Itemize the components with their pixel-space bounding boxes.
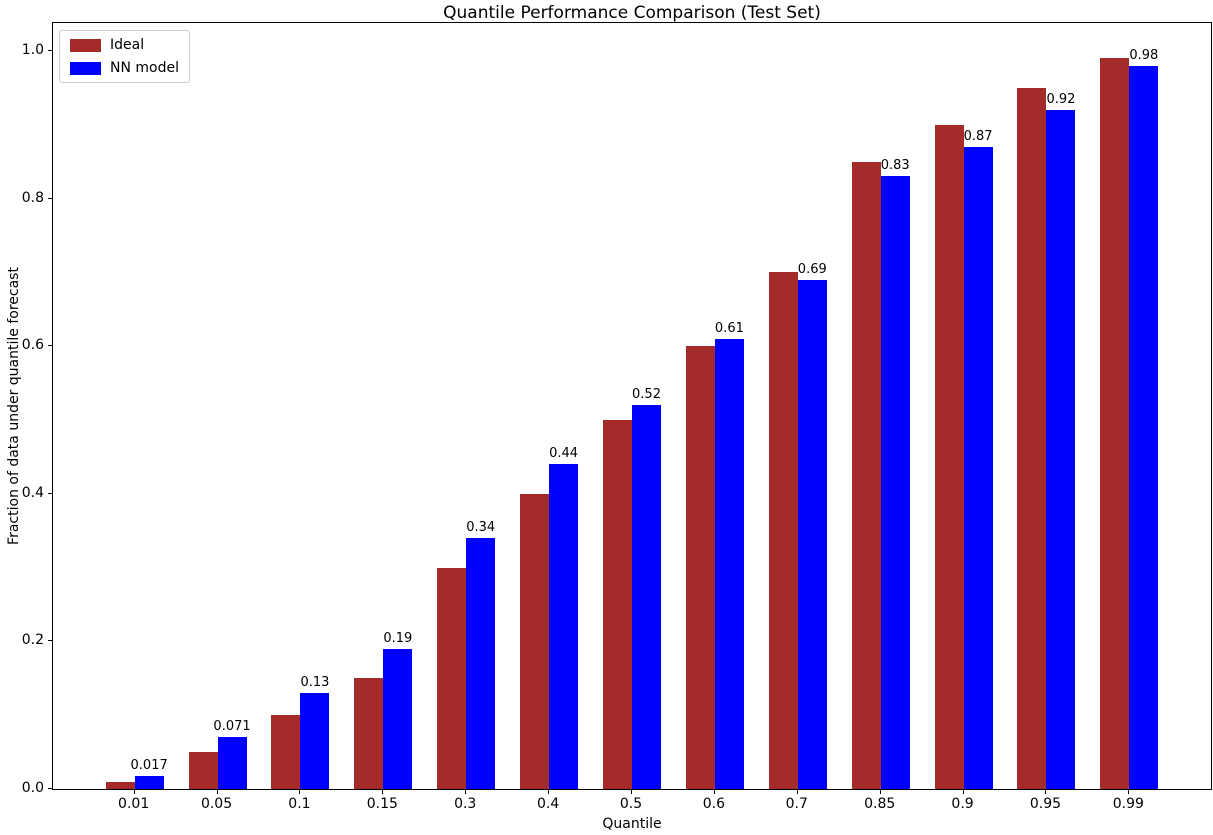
plot-area: Ideal NN model 0.017 0.071 0.13 0.19 0.34 0.4… <box>52 22 1212 790</box>
bar-nn-model-0.01 <box>134 776 164 789</box>
x-tick-label-0.1: 0.1 <box>288 796 311 812</box>
bar-nn-model-0.4 <box>549 464 579 789</box>
bar-ideal-0.1 <box>271 715 301 789</box>
bar-value-label-0.1: 0.13 <box>300 675 330 691</box>
chart-title: Quantile Performance Comparison (Test Se… <box>443 3 821 23</box>
x-axis-label: Quantile <box>602 816 662 832</box>
x-tick-mark-0.1 <box>299 790 301 794</box>
x-tick-mark-0.6 <box>713 790 715 794</box>
x-tick-mark-0.4 <box>548 790 550 794</box>
x-tick-mark-0.3 <box>465 790 467 794</box>
bar-ideal-0.3 <box>437 567 467 789</box>
y-tick-mark-0.4 <box>48 492 52 494</box>
x-tick-label-0.85: 0.85 <box>864 796 896 812</box>
legend-swatch-nn-model <box>70 61 101 75</box>
x-tick-mark-0.5 <box>631 790 632 794</box>
legend-swatch-ideal <box>70 38 101 52</box>
bar-value-label-0.05: 0.071 <box>213 718 251 734</box>
bar-nn-model-0.95 <box>1046 110 1076 789</box>
bar-ideal-0.4 <box>520 493 550 789</box>
x-tick-label-0.5: 0.5 <box>619 796 643 812</box>
bar-value-label-0.85: 0.83 <box>880 158 910 174</box>
y-tick-mark-0.0 <box>48 788 52 789</box>
bar-nn-model-0.3 <box>466 538 496 789</box>
bar-ideal-0.01 <box>105 781 135 789</box>
x-tick-mark-0.7 <box>796 790 798 794</box>
bar-value-label-0.6: 0.61 <box>714 320 744 336</box>
bar-ideal-0.15 <box>354 678 384 789</box>
bar-value-label-0.95: 0.92 <box>1046 92 1076 108</box>
y-tick-label-0.0: 0.0 <box>21 780 44 796</box>
bar-value-label-0.3: 0.34 <box>466 520 496 536</box>
y-tick-label-1.0: 1.0 <box>21 42 44 58</box>
x-tick-label-0.9: 0.9 <box>951 796 974 812</box>
bar-value-label-0.15: 0.19 <box>383 630 413 646</box>
bar-value-label-0.9: 0.87 <box>963 128 993 144</box>
y-tick-mark-0.6 <box>48 345 52 347</box>
y-tick-label-0.2: 0.2 <box>21 632 44 649</box>
legend-label-ideal: Ideal <box>110 37 145 53</box>
x-tick-mark-0.95 <box>1045 790 1047 794</box>
x-tick-label-0.3: 0.3 <box>454 796 477 812</box>
bar-ideal-0.05 <box>188 752 218 789</box>
bar-nn-model-0.7 <box>797 279 827 789</box>
x-tick-mark-0.85 <box>879 790 881 794</box>
bar-value-label-0.7: 0.69 <box>797 261 827 277</box>
x-tick-label-0.95: 0.95 <box>1029 796 1062 812</box>
y-axis-label: Fraction of data under quantile forecast <box>6 267 22 545</box>
bar-value-label-0.99: 0.98 <box>1129 47 1159 63</box>
legend-item-nn-model: NN model <box>70 60 179 76</box>
x-tick-label-0.05: 0.05 <box>200 796 233 812</box>
bar-nn-model-0.15 <box>383 648 413 789</box>
bar-nn-model-0.05 <box>217 736 247 789</box>
legend-label-nn-model: NN model <box>110 60 179 76</box>
x-tick-label-0.6: 0.6 <box>702 796 726 812</box>
y-tick-mark-0.2 <box>48 640 52 642</box>
y-tick-label-0.6: 0.6 <box>21 337 44 354</box>
x-tick-label-0.01: 0.01 <box>118 796 150 812</box>
bar-nn-model-0.9 <box>963 146 993 789</box>
bar-ideal-0.99 <box>1100 58 1130 789</box>
y-tick-label-0.4: 0.4 <box>21 484 44 501</box>
bar-value-label-0.5: 0.52 <box>632 387 661 403</box>
bar-ideal-0.7 <box>768 272 798 789</box>
legend: Ideal NN model <box>59 30 190 83</box>
bar-nn-model-0.99 <box>1129 65 1159 789</box>
y-tick-label-0.8: 0.8 <box>21 189 44 206</box>
bar-ideal-0.5 <box>603 420 632 789</box>
x-tick-mark-0.01 <box>133 790 135 794</box>
x-tick-label-0.4: 0.4 <box>536 796 560 812</box>
x-tick-mark-0.05 <box>216 790 218 794</box>
bar-nn-model-0.85 <box>880 176 910 789</box>
legend-item-ideal: Ideal <box>70 37 179 53</box>
y-tick-mark-1.0 <box>48 50 52 51</box>
bar-nn-model-0.5 <box>632 405 661 789</box>
bar-ideal-0.6 <box>685 346 715 789</box>
x-tick-label-0.7: 0.7 <box>785 796 808 812</box>
bar-ideal-0.9 <box>934 124 964 789</box>
x-tick-label-0.99: 0.99 <box>1112 796 1144 812</box>
y-tick-mark-0.8 <box>48 197 52 199</box>
x-tick-label-0.15: 0.15 <box>366 796 398 812</box>
x-tick-mark-0.9 <box>962 790 964 794</box>
bar-value-label-0.01: 0.017 <box>130 758 168 774</box>
bar-ideal-0.95 <box>1017 87 1047 789</box>
bar-nn-model-0.6 <box>714 338 744 789</box>
x-tick-mark-0.99 <box>1128 790 1130 794</box>
bar-value-label-0.4: 0.44 <box>549 446 579 462</box>
bar-nn-model-0.1 <box>300 693 330 789</box>
x-tick-mark-0.15 <box>382 790 384 794</box>
bar-ideal-0.85 <box>851 161 881 789</box>
